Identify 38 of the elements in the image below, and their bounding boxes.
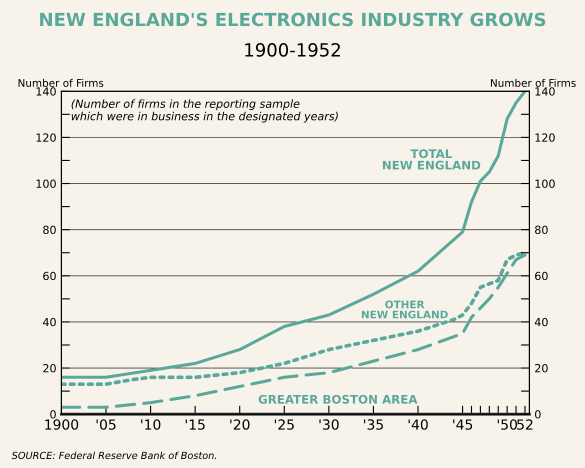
x-tick-label: '05 [96,419,116,430]
x-tick-label: '50 [498,419,517,430]
y-tick-label: 100 [36,180,56,188]
y2-tick-label: 80 [535,226,548,234]
x-tick-label: '20 [230,419,250,430]
chart-title: NEW ENGLAND'S ELECTRONICS INDUSTRY GROWS [40,12,546,26]
y-axis-title: Number of Firms [18,78,104,87]
y-tick-label: 60 [43,272,56,280]
y2-tick-label: 20 [535,364,548,372]
chart-subtitle: 1900-1952 [245,43,340,57]
y2-tick-label: 60 [535,272,548,280]
x-tick-label: '10 [141,419,160,430]
source-note: SOURCE: Federal Reserve Bank of Boston. [12,452,216,460]
y-tick-label: 80 [43,226,56,234]
y-tick-label: 20 [43,364,56,372]
line-series [61,91,526,379]
x-tick-label: '15 [186,419,205,430]
x-tick-label: '30 [319,419,339,430]
y-tick-label: 0 [50,410,56,419]
x-tick-label: '35 [364,419,383,430]
y2-tick-label: 100 [536,180,555,188]
y-tick-label: 140 [36,87,56,96]
series-label: GREATER BOSTON AREA [258,394,418,404]
y2-tick-label: 40 [534,318,548,326]
x-tick-label: 52 [517,419,532,430]
x-tick-label: '45 [453,419,472,430]
y2-tick-label: 140 [536,87,555,96]
x-tick-label: '40 [408,419,428,430]
y-tick-label: 40 [42,318,56,326]
y-tick-label: 120 [36,133,56,142]
annotation: (Number of firms in the reporting sample which were in business in the designated years) [72,99,338,123]
y2-tick-label: 120 [536,133,555,142]
y2-axis-title: Number of Firms [490,78,576,87]
series-label: TOTAL NEW ENGLAND [382,149,480,170]
series-label: OTHER NEW ENGLAND [362,300,448,318]
x-tick-label: 1900 [45,419,78,430]
y2-tick-label: 0 [535,410,541,419]
x-tick-label: '25 [274,419,294,430]
